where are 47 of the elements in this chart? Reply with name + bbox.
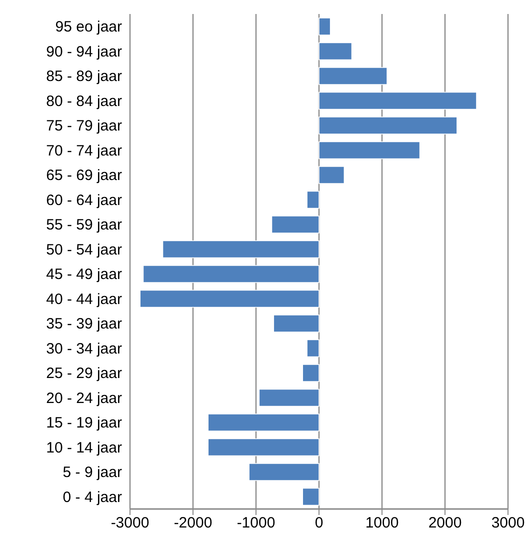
bar: [208, 414, 320, 432]
bar: [318, 166, 345, 184]
x-tick-label: 3000: [491, 514, 525, 532]
y-tick-label: 45 - 49 jaar: [46, 266, 122, 284]
y-tick-label: 35 - 39 jaar: [46, 316, 122, 333]
y-tick-label: 65 - 69 jaar: [46, 167, 122, 184]
x-tick-label: 2000: [428, 514, 462, 532]
y-tick-label: 95 eo jaar: [55, 18, 122, 36]
bar: [208, 438, 320, 456]
bar: [140, 290, 320, 308]
y-tick-label: 40 - 44 jaar: [46, 290, 122, 308]
bar: [273, 314, 320, 332]
bar: [318, 67, 388, 85]
bar: [258, 388, 320, 407]
y-tick-label: 50 - 54 jaar: [46, 241, 122, 258]
bar: [302, 364, 320, 382]
bar: [302, 488, 320, 506]
y-tick-label: 5 - 9 jaar: [62, 464, 122, 482]
bar: [318, 116, 458, 134]
y-tick-label: 15 - 19 jaar: [46, 414, 122, 432]
y-tick-label: 90 - 94 jaar: [46, 43, 122, 60]
bar: [318, 18, 331, 36]
y-tick-label: 85 - 89 jaar: [46, 68, 122, 86]
y-tick-label: 20 - 24 jaar: [46, 390, 122, 407]
y-tick-label: 25 - 29 jaar: [46, 365, 122, 382]
bar: [248, 463, 320, 481]
x-tick-label: 0: [314, 514, 324, 532]
y-tick-label: 30 - 34 jaar: [46, 340, 122, 358]
x-tick-label: 1000: [365, 514, 399, 532]
y-tick-label: 75 - 79 jaar: [46, 118, 122, 135]
bar: [271, 216, 320, 234]
y-tick-label: 60 - 64 jaar: [46, 192, 122, 209]
bar: [306, 339, 320, 358]
bar: [318, 141, 420, 160]
bar: [306, 190, 320, 209]
x-tick-label: -3000: [110, 514, 150, 532]
bar: [142, 265, 320, 283]
bar: [162, 240, 320, 258]
x-tick-label: -2000: [174, 514, 212, 532]
y-tick-label: 70 - 74 jaar: [46, 142, 122, 160]
y-tick-label: 55 - 59 jaar: [46, 216, 122, 234]
y-tick-label: 10 - 14 jaar: [46, 439, 122, 456]
bar: [318, 42, 352, 60]
bar: [318, 92, 477, 110]
x-tick-label: -1000: [236, 514, 276, 532]
y-tick-label: 80 - 84 jaar: [46, 92, 122, 110]
y-tick-label: 0 - 4 jaar: [62, 488, 122, 506]
